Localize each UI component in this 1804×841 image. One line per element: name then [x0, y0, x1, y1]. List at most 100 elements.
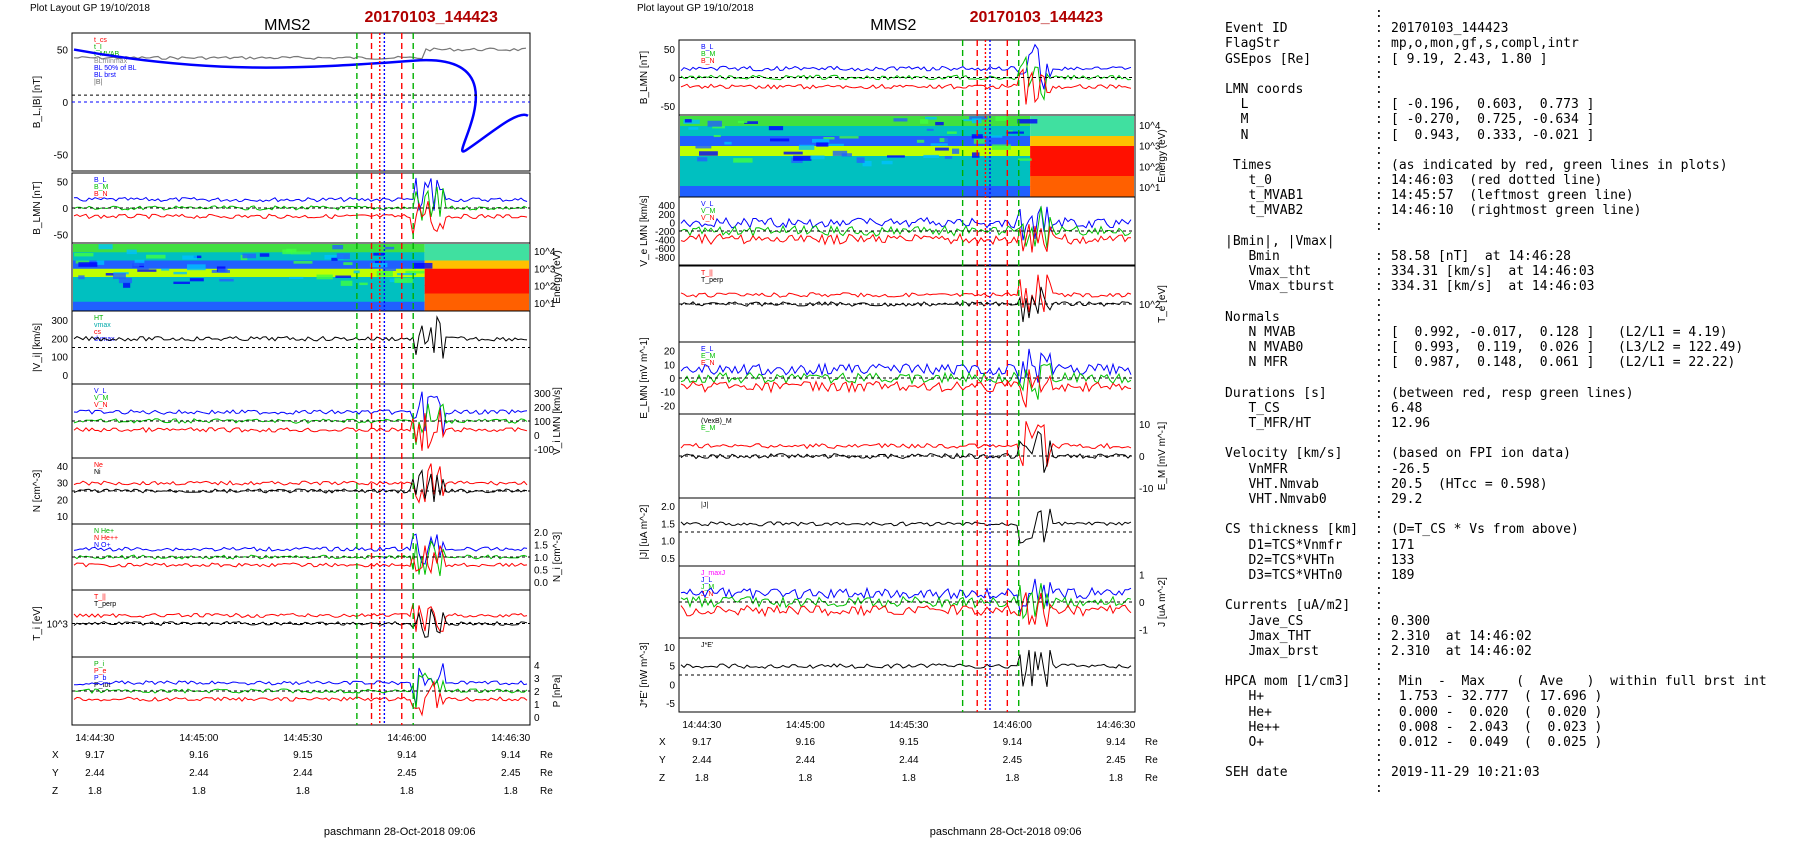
info-line: D2=TCS*VHTn:133	[1225, 553, 1800, 568]
panel-tick-label: 2.0	[661, 502, 675, 513]
panel-legend-entry: P_b	[94, 675, 107, 682]
panel-legend-entry: J_L	[701, 577, 712, 584]
spectrogram-speck	[688, 127, 699, 130]
spectrogram-speck	[373, 252, 385, 256]
info-c: :	[1375, 735, 1383, 750]
spectrogram-speck	[902, 139, 911, 143]
spectrogram-band-left	[680, 176, 1031, 187]
series-line	[73, 608, 528, 638]
info-v: [ 0.987, 0.148, 0.061 ] (L2/L1 = 22.22)	[1391, 355, 1736, 371]
info-line: GSEpos [Re]: [ 9.19, 2.43, 1.80 ]	[1225, 52, 1800, 67]
info-line: N MVAB: [ 0.992, -0.017, 0.128 ] (L2/L1 =…	[1225, 325, 1800, 340]
info-k: t_MVAB1	[1225, 188, 1304, 204]
panel-tick-label: 200	[658, 210, 675, 221]
panel-tick-label: 20	[664, 347, 676, 358]
info-v	[1391, 310, 1800, 325]
series-line	[73, 469, 528, 502]
spectrogram-band-right	[1030, 186, 1134, 197]
info-k: FlagStr	[1225, 36, 1280, 52]
info-c: :	[1375, 765, 1383, 781]
position-row-label: X	[659, 737, 666, 748]
info-c: :	[1375, 66, 1383, 82]
spectrogram-band-left	[680, 156, 1031, 167]
info-v: [ 9.19, 2.43, 1.80 ]	[1391, 51, 1548, 67]
panel-legend-entry: T_perp	[94, 601, 116, 608]
panel-tick-label: 10^2	[1139, 162, 1161, 173]
spectrogram-speck	[862, 161, 872, 167]
panel-ylabel: |V_i| [km/s]	[32, 323, 43, 372]
info-line: HPCA mom [1/cm3]: Min - Max ( Ave ) with…	[1225, 674, 1800, 689]
event-id-title: 20170103_144423	[970, 9, 1104, 26]
spectrogram-speck	[134, 259, 145, 265]
panel-legend-entry: T_perp	[701, 277, 723, 284]
panel-ylabel: J [uA m^-2]	[1157, 577, 1168, 627]
series-line	[73, 463, 528, 504]
spectrogram-speck	[952, 148, 960, 154]
panel-legend-entry: T_||	[701, 270, 713, 277]
info-c: :	[1375, 81, 1383, 97]
info-line: Velocity [km/s]: (based on FPI ion data)	[1225, 446, 1800, 461]
info-v: (between red, resp green lines)	[1391, 385, 1634, 401]
panel-ylabel: B_L,|B| [nT]	[32, 76, 43, 129]
info-c: :	[1375, 719, 1383, 735]
info-c: :	[1375, 689, 1383, 705]
position-value: 1.8	[504, 786, 518, 797]
panel-legend-entry: t_I	[94, 44, 102, 51]
plot-footer: paschmann 28-Oct-2018 09:06	[930, 826, 1082, 838]
info-v	[1391, 219, 1800, 234]
info-k: N MVAB	[1225, 324, 1296, 340]
spectrogram-band-left	[73, 244, 425, 253]
info-k: Velocity [km/s]	[1225, 446, 1343, 462]
plot-footer: paschmann 28-Oct-2018 09:06	[324, 826, 476, 838]
info-k	[1225, 143, 1375, 158]
info-k: VHT.Nmvab	[1225, 476, 1319, 492]
info-line: Jmax_THT:2.310 at 14:46:02	[1225, 629, 1800, 644]
position-value: 2.44	[85, 768, 105, 779]
info-line: Bmin:58.58 [nT] at 14:46:28	[1225, 249, 1800, 264]
panel-tick-label: 10	[1139, 420, 1151, 431]
position-unit: Re	[540, 786, 553, 797]
spectrogram-speck	[684, 119, 692, 123]
panel-legend-entry: BL 50% of BL	[94, 65, 137, 72]
info-line: Times: (as indicated by red, green lines …	[1225, 158, 1800, 173]
panel-legend-entry: B_M	[701, 51, 716, 58]
panel-tick-label: -800	[655, 253, 675, 264]
panel-legend-entry: P_i	[94, 661, 105, 668]
series-line	[680, 592, 1132, 627]
spectrogram-speck	[96, 260, 105, 265]
position-row-label: X	[52, 750, 59, 761]
info-c: :	[1375, 492, 1383, 507]
info-k: |Bmin|, |Vmax|	[1225, 233, 1335, 249]
panel-tick-label: 2.0	[534, 528, 548, 539]
time-tick-label: 14:45:00	[786, 720, 825, 731]
series-line	[680, 224, 1132, 253]
spectrogram-speck	[173, 281, 190, 285]
info-c: :	[1375, 51, 1383, 67]
info-line: :	[1225, 781, 1800, 796]
info-line: t_0:14:46:03 (red dotted line)	[1225, 173, 1800, 188]
spectrogram-band-right	[1030, 146, 1134, 157]
time-tick-label: 14:46:00	[387, 733, 426, 744]
spectrogram-speck	[1017, 119, 1038, 124]
spacecraft-label: MMS2	[870, 17, 916, 34]
spectrogram-speck	[991, 144, 1011, 150]
panel-tick-label: 0	[62, 204, 68, 215]
spectrogram-speck	[832, 150, 848, 156]
info-line: :	[1225, 67, 1800, 82]
spectrogram-band-right	[424, 301, 529, 311]
series-line	[73, 545, 528, 575]
panel-legend-entry: (VexB)_M	[701, 418, 732, 425]
spectrogram-speck	[1018, 158, 1032, 161]
panel-legend-entry: E_M	[701, 353, 716, 360]
series-line	[73, 603, 528, 632]
spectrogram-speck	[737, 120, 748, 124]
spectrogram-speck	[971, 134, 983, 139]
panel-legend-entry: J_maxJ	[701, 570, 725, 577]
series-line	[73, 533, 528, 565]
plot-header: Plot layout GP 19/10/2018	[637, 3, 754, 14]
spectrogram-speck	[353, 270, 360, 274]
spectrogram-speck	[112, 273, 126, 279]
spectrogram-speck	[124, 262, 140, 267]
spectrogram-speck	[841, 153, 852, 157]
panel-tick-label: 1.0	[534, 553, 548, 564]
